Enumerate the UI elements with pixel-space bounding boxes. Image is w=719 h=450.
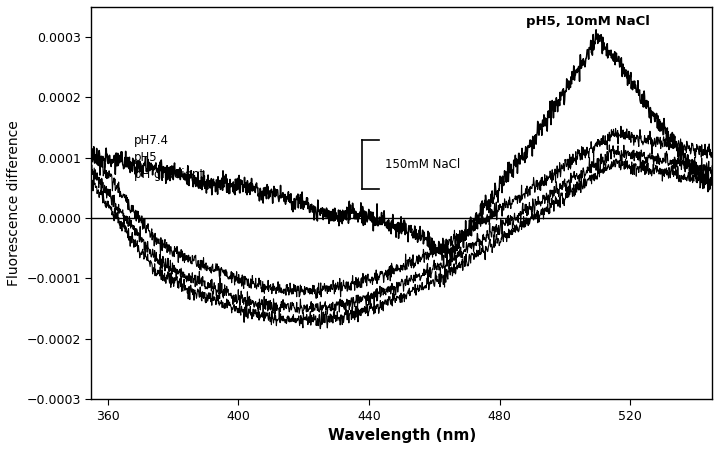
Text: pH gradient: pH gradient xyxy=(134,168,204,181)
X-axis label: Wavelength (nm): Wavelength (nm) xyxy=(328,428,476,443)
Text: 150mM NaCl: 150mM NaCl xyxy=(385,158,461,171)
Text: pH5, 10mM NaCl: pH5, 10mM NaCl xyxy=(526,15,650,28)
Text: pH7.4: pH7.4 xyxy=(134,134,169,147)
Y-axis label: Fluorescence difference: Fluorescence difference xyxy=(7,120,21,286)
Text: pH5: pH5 xyxy=(134,151,157,164)
